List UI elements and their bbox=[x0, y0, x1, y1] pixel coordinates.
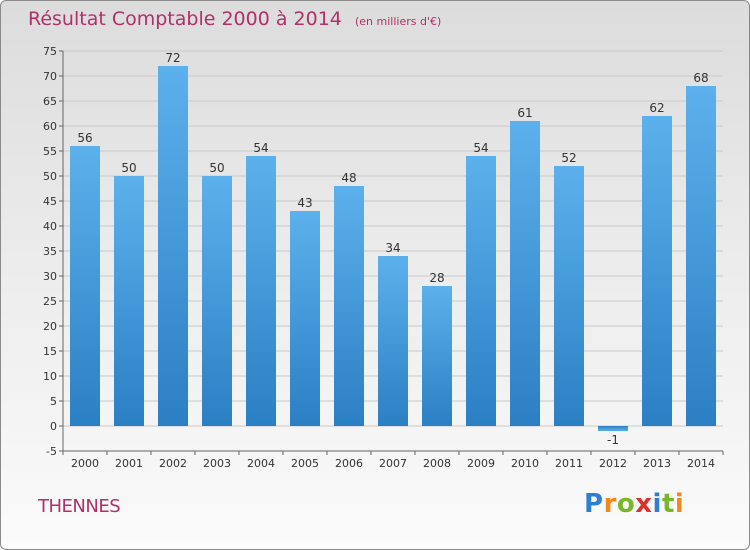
bar-2009 bbox=[466, 156, 496, 426]
y-tick-label: 60 bbox=[43, 120, 57, 133]
chart-title: Résultat Comptable 2000 à 2014 (en milli… bbox=[28, 8, 441, 30]
x-tick-label-2012: 2012 bbox=[599, 457, 627, 470]
data-label-2002: 72 bbox=[165, 51, 180, 65]
x-tick-label-2013: 2013 bbox=[643, 457, 671, 470]
data-label-2005: 43 bbox=[297, 196, 312, 210]
logo-letter: r bbox=[603, 489, 617, 519]
data-label-2013: 62 bbox=[649, 101, 664, 115]
bar-2004 bbox=[246, 156, 276, 426]
data-label-2014: 68 bbox=[693, 71, 708, 85]
x-tick-label-2003: 2003 bbox=[203, 457, 231, 470]
bar-2007 bbox=[378, 256, 408, 426]
x-tick-label-2008: 2008 bbox=[423, 457, 451, 470]
data-label-2007: 34 bbox=[385, 241, 400, 255]
y-tick-label: 35 bbox=[43, 245, 57, 258]
bar-2006 bbox=[334, 186, 364, 426]
bar-2001 bbox=[114, 176, 144, 426]
y-tick-label: -5 bbox=[46, 445, 57, 458]
x-tick-label-2009: 2009 bbox=[467, 457, 495, 470]
data-label-2008: 28 bbox=[429, 271, 444, 285]
chart-title-text: Résultat Comptable 2000 à 2014 bbox=[28, 8, 342, 30]
logo-letter: t bbox=[661, 489, 675, 519]
bar-2011 bbox=[554, 166, 584, 426]
logo-letter: i bbox=[652, 489, 662, 519]
data-label-2000: 56 bbox=[77, 131, 92, 145]
x-tick-label-2000: 2000 bbox=[71, 457, 99, 470]
bar-2013 bbox=[642, 116, 672, 426]
x-tick-label-2010: 2010 bbox=[511, 457, 539, 470]
x-tick-label-2006: 2006 bbox=[335, 457, 363, 470]
logo-letter: o bbox=[616, 489, 636, 519]
y-tick-label: 65 bbox=[43, 95, 57, 108]
y-tick-label: 15 bbox=[43, 345, 57, 358]
data-label-2010: 61 bbox=[517, 106, 532, 120]
data-label-2006: 48 bbox=[341, 171, 356, 185]
x-tick-label-2014: 2014 bbox=[687, 457, 715, 470]
y-tick-label: 5 bbox=[50, 395, 57, 408]
x-tick-label-2005: 2005 bbox=[291, 457, 319, 470]
bar-2010 bbox=[510, 121, 540, 426]
y-tick-label: 40 bbox=[43, 220, 57, 233]
x-tick-label-2004: 2004 bbox=[247, 457, 275, 470]
logo-letter: x bbox=[635, 489, 653, 519]
y-tick-label: 70 bbox=[43, 70, 57, 83]
data-label-2004: 54 bbox=[253, 141, 268, 155]
y-tick-label: 50 bbox=[43, 170, 57, 183]
y-tick-label: 20 bbox=[43, 320, 57, 333]
proxiti-logo: Proxiti bbox=[584, 489, 684, 519]
bar-2008 bbox=[422, 286, 452, 426]
bar-2005 bbox=[290, 211, 320, 426]
logo-letter: P bbox=[584, 489, 604, 519]
bar-2012 bbox=[598, 426, 628, 431]
x-tick-label-2011: 2011 bbox=[555, 457, 583, 470]
data-label-2011: 52 bbox=[561, 151, 576, 165]
x-tick-label-2007: 2007 bbox=[379, 457, 407, 470]
data-label-2012: -1 bbox=[607, 433, 619, 447]
y-tick-label: 25 bbox=[43, 295, 57, 308]
data-label-2009: 54 bbox=[473, 141, 488, 155]
x-tick-label-2001: 2001 bbox=[115, 457, 143, 470]
y-tick-label: 30 bbox=[43, 270, 57, 283]
data-label-2001: 50 bbox=[121, 161, 136, 175]
logo-letter: i bbox=[674, 489, 685, 519]
commune-name: THENNES bbox=[38, 496, 121, 517]
bar-2003 bbox=[202, 176, 232, 426]
bar-2002 bbox=[158, 66, 188, 426]
y-tick-label: 10 bbox=[43, 370, 57, 383]
y-tick-label: 75 bbox=[43, 45, 57, 58]
bar-2014 bbox=[686, 86, 716, 426]
y-tick-label: 45 bbox=[43, 195, 57, 208]
y-tick-label: 55 bbox=[43, 145, 57, 158]
x-tick-label-2002: 2002 bbox=[159, 457, 187, 470]
bar-2000 bbox=[70, 146, 100, 426]
chart-unit: (en milliers d'€) bbox=[354, 15, 442, 28]
data-label-2003: 50 bbox=[209, 161, 224, 175]
y-tick-label: 0 bbox=[50, 420, 57, 433]
